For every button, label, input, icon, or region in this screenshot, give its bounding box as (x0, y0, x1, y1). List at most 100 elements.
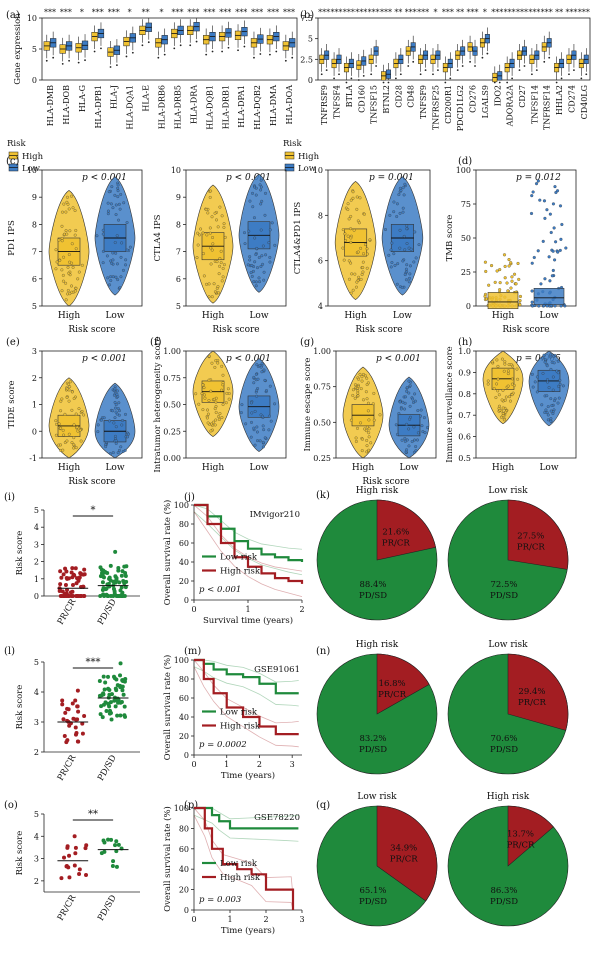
data-point (80, 263, 84, 267)
data-point (253, 185, 256, 189)
data-point (218, 412, 222, 415)
data-point (407, 427, 411, 431)
legend-label-high: High (298, 152, 320, 162)
data-point (543, 277, 547, 281)
y-axis-label: Immune surveillance score (445, 346, 455, 462)
outlier-point (147, 41, 150, 44)
data-point (414, 256, 418, 260)
p-value-label: p = 0.001 (369, 173, 414, 183)
data-point (263, 378, 267, 382)
data-point (125, 248, 129, 252)
data-point (74, 594, 79, 598)
data-point (205, 282, 209, 286)
data-point (221, 403, 225, 406)
x-axis-label: Risk score (68, 325, 115, 335)
data-point (103, 680, 108, 685)
data-point (101, 702, 106, 707)
violin-ytick-label: 1 (32, 401, 37, 410)
data-point (118, 207, 122, 211)
data-point (73, 698, 78, 703)
data-point (518, 303, 522, 307)
data-point (398, 246, 402, 250)
significance-mark: *** (235, 8, 247, 17)
data-point (262, 428, 266, 432)
panel-label: (d) (458, 156, 472, 167)
x-tick-label: IDO2 (493, 85, 502, 106)
data-point (267, 428, 271, 432)
data-point (408, 404, 412, 408)
data-point (360, 375, 364, 379)
data-point (503, 276, 507, 280)
outlier-point (419, 73, 422, 76)
data-point (362, 398, 365, 402)
data-point (357, 377, 361, 381)
data-point (212, 282, 216, 286)
x-axis-label: Risk score (362, 477, 409, 487)
box-ytick-label: 7.5 (300, 14, 313, 23)
data-point (198, 233, 201, 237)
data-point (258, 364, 262, 368)
data-point (108, 594, 113, 598)
data-point (261, 440, 265, 444)
data-point (63, 582, 68, 587)
pie-title: Low risk (488, 486, 528, 496)
data-point (507, 264, 511, 268)
data-point (75, 425, 79, 429)
pie-title: High risk (356, 486, 399, 496)
data-point (72, 396, 76, 400)
x-tick-label: TNFSF9 (419, 85, 428, 119)
data-point (211, 242, 215, 246)
data-point (121, 268, 125, 272)
data-point (516, 261, 520, 266)
data-point (268, 260, 272, 264)
data-point (112, 674, 117, 679)
data-point (259, 202, 263, 206)
box-ytick-label: 5 (32, 45, 37, 54)
data-point (68, 260, 71, 264)
data-point (118, 448, 121, 452)
significance-mark: ** (555, 8, 563, 17)
data-point (220, 416, 224, 419)
legend-title: Risk (283, 139, 302, 149)
data-point (556, 250, 560, 254)
data-point (507, 258, 511, 262)
data-point (123, 448, 127, 452)
data-point (119, 593, 124, 598)
data-point (82, 713, 87, 718)
data-point (257, 276, 261, 280)
data-point (267, 241, 271, 245)
data-point (63, 412, 67, 416)
data-point (262, 278, 266, 282)
violin-ytick-label: 0.7 (458, 411, 471, 420)
data-point (62, 255, 65, 259)
outlier-point (237, 49, 239, 52)
pie-slice-pr-cr (507, 805, 554, 867)
data-point (542, 199, 547, 203)
significance-mark: * (128, 8, 132, 17)
significance-mark: *** (108, 8, 120, 17)
data-point (112, 698, 117, 703)
ci-lower-line (193, 814, 294, 911)
data-point (556, 401, 560, 405)
outlier-point (399, 73, 402, 76)
data-point (503, 398, 507, 402)
data-point (104, 709, 109, 714)
outlier-point (68, 59, 70, 62)
data-point (343, 232, 347, 236)
data-point (536, 249, 540, 253)
data-point (119, 699, 124, 704)
survival-curve (194, 806, 299, 830)
data-point (409, 247, 413, 251)
data-point (367, 431, 371, 435)
data-point (400, 438, 404, 442)
data-point (346, 202, 350, 206)
data-point (75, 717, 80, 722)
data-point (351, 190, 355, 194)
data-point (255, 388, 259, 392)
data-point (206, 408, 209, 412)
data-point (73, 289, 77, 293)
data-point (80, 409, 84, 413)
data-point (115, 696, 120, 701)
outlier-point (45, 59, 48, 62)
ci-upper-line (194, 807, 299, 820)
